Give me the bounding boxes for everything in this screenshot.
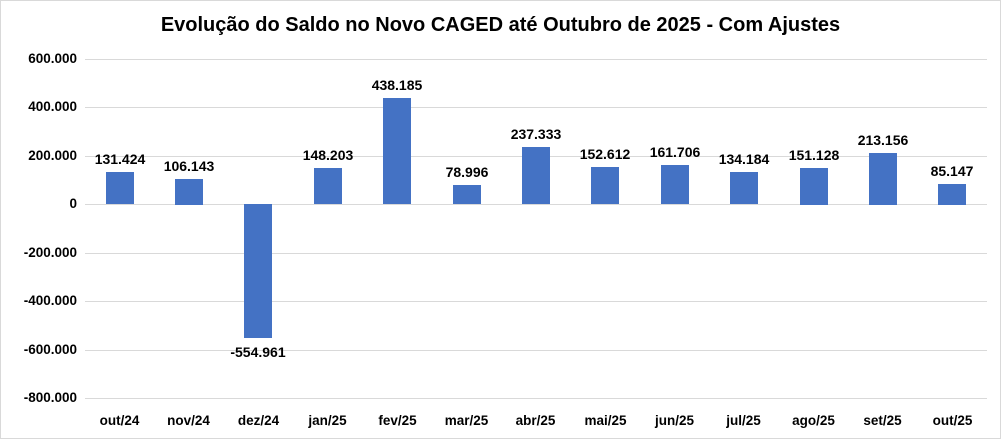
gridline <box>85 59 987 60</box>
x-tick-label: jan/25 <box>308 413 347 428</box>
gridline <box>85 398 987 399</box>
bar <box>244 204 272 338</box>
y-tick-label: 400.000 <box>28 99 77 114</box>
gridline <box>85 204 987 205</box>
gridline <box>85 301 987 302</box>
bar-value-label: 134.184 <box>718 151 770 167</box>
bar-value-label: 152.612 <box>579 146 631 162</box>
x-tick-label: fev/25 <box>378 413 417 428</box>
bar <box>661 165 689 204</box>
bar-value-label: 131.424 <box>94 151 146 167</box>
y-tick-label: 200.000 <box>28 148 77 163</box>
bar-value-label: 85.147 <box>930 163 974 179</box>
bar <box>591 167 619 204</box>
bar-value-label: 78.996 <box>445 164 489 180</box>
chart-title: Evolução do Saldo no Novo CAGED até Outu… <box>160 14 841 36</box>
x-tick-label: abr/25 <box>515 413 556 428</box>
x-tick-label: ago/25 <box>792 413 835 428</box>
bar <box>869 153 897 205</box>
bar-value-label: 106.143 <box>163 158 215 174</box>
x-tick-label: dez/24 <box>237 413 280 428</box>
x-tick-label: out/25 <box>932 413 973 428</box>
y-tick-label: -200.000 <box>23 245 77 260</box>
bar <box>730 172 758 204</box>
y-tick-label: -800.000 <box>23 390 77 405</box>
y-tick-label: -400.000 <box>23 293 77 308</box>
x-tick-label: jul/25 <box>726 413 761 428</box>
x-tick-label: mar/25 <box>444 413 489 428</box>
y-tick-label: 600.000 <box>28 51 77 66</box>
bar-value-label: 237.333 <box>510 126 562 142</box>
x-tick-label: out/24 <box>99 413 140 428</box>
gridline <box>85 253 987 254</box>
bar <box>800 168 828 205</box>
bar <box>383 98 411 204</box>
bar <box>522 147 550 204</box>
y-tick-label: -600.000 <box>23 342 77 357</box>
bar-value-label: -554.961 <box>230 344 286 360</box>
x-tick-label: mai/25 <box>584 413 627 428</box>
bar <box>106 172 134 204</box>
bar-value-label: 148.203 <box>302 147 354 163</box>
x-tick-label: nov/24 <box>167 413 210 428</box>
bar <box>938 184 966 205</box>
gridline <box>85 107 987 108</box>
bar-value-label: 151.128 <box>788 147 840 163</box>
x-tick-label: set/25 <box>863 413 902 428</box>
gridline <box>85 350 987 351</box>
x-tick-label: jun/25 <box>654 413 694 428</box>
bar <box>453 185 481 204</box>
bar <box>175 179 203 205</box>
y-tick-label: 0 <box>69 196 77 211</box>
bar-value-label: 161.706 <box>649 144 701 160</box>
bar-value-label: 213.156 <box>857 132 909 148</box>
bar <box>314 168 342 204</box>
bar-value-label: 438.185 <box>371 77 423 93</box>
